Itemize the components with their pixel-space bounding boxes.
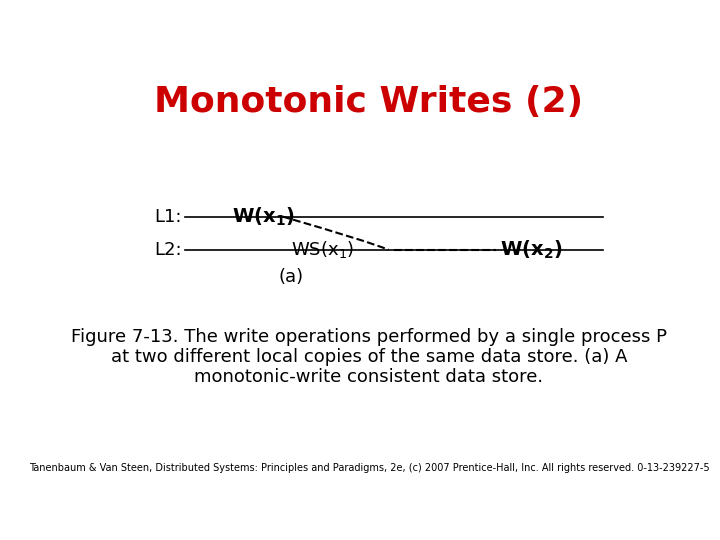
Text: $\mathbf{W(x_2)}$: $\mathbf{W(x_2)}$	[500, 239, 562, 261]
Text: L1:: L1:	[154, 207, 181, 226]
Text: Tanenbaum & Van Steen, Distributed Systems: Principles and Paradigms, 2e, (c) 20: Tanenbaum & Van Steen, Distributed Syste…	[29, 463, 709, 473]
Text: $\mathbf{W(x_1)}$: $\mathbf{W(x_1)}$	[233, 205, 294, 228]
Text: (a): (a)	[279, 268, 303, 286]
Text: at two different local copies of the same data store. (a) A: at two different local copies of the sam…	[111, 348, 627, 366]
Text: Figure 7-13. The write operations performed by a single process P: Figure 7-13. The write operations perfor…	[71, 328, 667, 346]
Text: monotonic-write consistent data store.: monotonic-write consistent data store.	[194, 368, 544, 386]
Text: $\mathrm{WS(x_1)}$: $\mathrm{WS(x_1)}$	[291, 239, 354, 260]
Text: L2:: L2:	[154, 241, 181, 259]
Text: Monotonic Writes (2): Monotonic Writes (2)	[154, 85, 584, 119]
